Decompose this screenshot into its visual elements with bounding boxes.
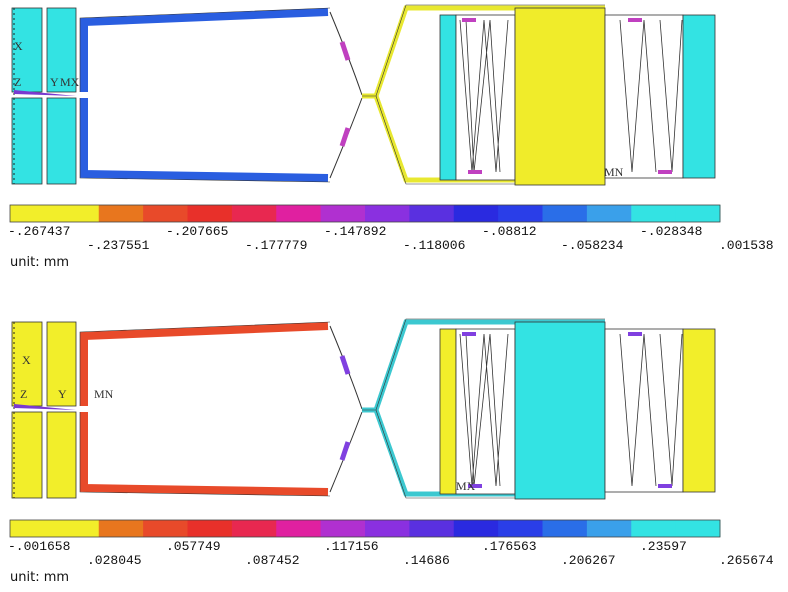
legend-label: -.058234 xyxy=(561,238,624,253)
legend-swatch xyxy=(276,520,321,537)
legend-label: -.147892 xyxy=(324,224,386,239)
annotation: MX xyxy=(456,479,476,493)
legend-swatch xyxy=(676,205,721,222)
legend-swatch xyxy=(498,520,543,537)
segment xyxy=(342,42,348,60)
legend-swatch xyxy=(365,520,410,537)
flexure xyxy=(330,326,362,492)
spring-box xyxy=(605,15,683,178)
legend-swatch xyxy=(365,205,410,222)
segment xyxy=(342,442,348,460)
legend-label: .028045 xyxy=(87,553,142,568)
annotation: X xyxy=(22,353,31,367)
legend-swatch xyxy=(543,520,588,537)
segment xyxy=(658,170,672,174)
annotation: Y xyxy=(58,387,67,401)
segment xyxy=(658,484,672,488)
frame xyxy=(84,326,328,492)
side-bar xyxy=(440,15,456,180)
legend-swatch xyxy=(232,205,277,222)
legend-label: .23597 xyxy=(640,539,687,554)
legend-label: -.207665 xyxy=(166,224,228,239)
far-bar xyxy=(683,329,715,492)
far-bar xyxy=(683,15,715,178)
frame-edge xyxy=(80,8,330,182)
legend-swatch xyxy=(276,205,321,222)
legend-swatch xyxy=(409,205,454,222)
legend-swatch xyxy=(587,520,632,537)
legend-label: .001538 xyxy=(719,238,774,253)
mass xyxy=(515,8,605,185)
legend-label: -.001658 xyxy=(8,539,70,554)
legend-swatch xyxy=(454,205,499,222)
segment xyxy=(628,332,642,336)
annotation: MX xyxy=(60,75,80,89)
model-view xyxy=(12,5,715,185)
legend-label: .265674 xyxy=(719,553,774,568)
legend-swatch xyxy=(676,520,721,537)
block xyxy=(47,412,76,498)
block xyxy=(47,98,76,184)
legend-swatch xyxy=(143,520,188,537)
legend-swatch xyxy=(587,205,632,222)
legend-label: .087452 xyxy=(245,553,300,568)
legend-swatch xyxy=(99,520,144,537)
legend-label: .176563 xyxy=(482,539,537,554)
legend-swatch xyxy=(232,520,277,537)
legend-label: -.028348 xyxy=(640,224,702,239)
legend-swatch xyxy=(498,205,543,222)
legend-label: -.08812 xyxy=(482,224,537,239)
unit-label: unit: mm xyxy=(10,570,69,585)
legend-swatch xyxy=(321,205,366,222)
annotation: MN xyxy=(94,387,114,401)
legend-label: .117156 xyxy=(324,539,379,554)
segment xyxy=(468,170,482,174)
flexure xyxy=(330,12,362,178)
legend-label: -.267437 xyxy=(8,224,70,239)
legend-swatch xyxy=(54,520,99,537)
segment xyxy=(462,18,476,22)
legend-swatch xyxy=(143,205,188,222)
legend-swatch xyxy=(10,205,55,222)
legend-label: .206267 xyxy=(561,553,616,568)
legend-swatch xyxy=(54,205,99,222)
legend-label: -.177779 xyxy=(245,238,307,253)
frame xyxy=(84,12,328,178)
block xyxy=(12,98,42,184)
annotation: X xyxy=(14,39,23,53)
legend-swatch xyxy=(409,520,454,537)
segment xyxy=(628,18,642,22)
segment xyxy=(342,128,348,146)
legend-label: .14686 xyxy=(403,553,450,568)
side-bar xyxy=(440,329,456,494)
legend-label: -.118006 xyxy=(403,238,465,253)
legend-swatch xyxy=(99,205,144,222)
frame-edge xyxy=(80,322,330,496)
unit-label: unit: mm xyxy=(10,255,69,270)
annotation: MN xyxy=(604,165,624,179)
annotation: Z xyxy=(20,387,27,401)
legend-swatch xyxy=(631,205,676,222)
legend-swatch xyxy=(454,520,499,537)
legend-label: -.237551 xyxy=(87,238,150,253)
annotation: Y xyxy=(50,75,59,89)
legend-label: .057749 xyxy=(166,539,221,554)
legend-swatch xyxy=(188,205,233,222)
legend-swatch xyxy=(631,520,676,537)
mass xyxy=(515,322,605,499)
legend-swatch xyxy=(543,205,588,222)
model-view xyxy=(12,319,715,499)
segment xyxy=(462,332,476,336)
result-figure: XZYMXMN-.267437-.237551-.207665-.177779-… xyxy=(0,0,788,592)
legend-swatch xyxy=(321,520,366,537)
spring-box xyxy=(605,329,683,492)
annotation: Z xyxy=(14,75,21,89)
legend-swatch xyxy=(10,520,55,537)
block xyxy=(12,412,42,498)
legend-swatch xyxy=(188,520,233,537)
segment xyxy=(342,356,348,374)
